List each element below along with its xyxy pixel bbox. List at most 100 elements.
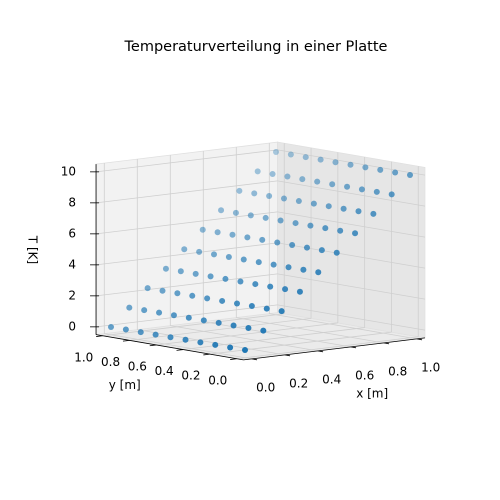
point [296, 288, 303, 295]
z-tick-label: 8 [68, 195, 76, 209]
point [212, 341, 219, 348]
grid-line [96, 242, 278, 266]
grid-line [209, 331, 392, 355]
point [262, 214, 269, 221]
y-axis-label: y [m] [109, 378, 141, 392]
point [167, 334, 174, 341]
y-tick-label: 1.0 [74, 350, 93, 364]
point [240, 256, 247, 263]
y-tick-label: 0.2 [181, 369, 200, 383]
point [388, 191, 395, 198]
point [260, 327, 267, 334]
point [229, 231, 236, 238]
point [314, 178, 321, 185]
point [251, 190, 258, 197]
x-axis-label: x [m] [356, 386, 388, 400]
point [252, 281, 259, 288]
point [270, 261, 277, 268]
grid-line [277, 180, 426, 207]
point [185, 314, 192, 321]
point [222, 275, 229, 282]
point [340, 205, 347, 212]
y-tick-label: 0.4 [155, 364, 174, 378]
point [211, 251, 218, 258]
point [122, 326, 129, 333]
point [277, 217, 284, 224]
point [162, 265, 169, 272]
point [137, 329, 144, 336]
point [144, 285, 151, 292]
point [204, 295, 211, 302]
point [225, 253, 232, 260]
point [285, 264, 292, 271]
point [392, 169, 399, 176]
point [152, 331, 159, 338]
x-tick-label: 0.2 [289, 376, 308, 390]
point [255, 259, 262, 266]
y-tick-label: 0.8 [101, 355, 120, 369]
point [126, 304, 133, 311]
z-tick-label: 0 [68, 319, 76, 333]
point [317, 156, 324, 163]
point [254, 168, 261, 175]
point [282, 286, 289, 293]
point [274, 239, 281, 246]
point [267, 283, 274, 290]
point [362, 164, 369, 171]
point [192, 270, 199, 277]
point [215, 319, 222, 326]
point [245, 325, 252, 332]
grid-line [277, 242, 426, 269]
point [242, 347, 248, 353]
point [196, 248, 203, 255]
z-tick-label: 6 [68, 226, 76, 240]
x-tick-label: 0.4 [322, 372, 341, 386]
point [207, 273, 214, 280]
point [315, 269, 322, 276]
point [289, 242, 296, 249]
grid-line [104, 333, 252, 360]
point [337, 227, 344, 234]
point [280, 195, 287, 202]
grid-line [96, 180, 278, 204]
point [197, 339, 204, 346]
point [284, 173, 291, 180]
point [248, 303, 255, 310]
point [307, 222, 314, 229]
point [263, 305, 270, 312]
grid-line [236, 317, 384, 344]
point [219, 297, 226, 304]
y-axis-line [95, 334, 244, 361]
point [199, 226, 206, 233]
point [273, 149, 279, 155]
point [370, 210, 377, 217]
grid-line [203, 321, 351, 348]
point [358, 186, 365, 193]
x-axis-line [243, 337, 425, 361]
x-tick-label: 0.6 [355, 368, 374, 382]
point [181, 246, 188, 253]
point [352, 230, 359, 237]
point [218, 207, 225, 214]
grid-line [129, 317, 312, 341]
grid-line [236, 336, 419, 360]
point [108, 324, 114, 330]
z-axis-label: T [K] [26, 235, 40, 264]
z-tick-label: 4 [68, 257, 76, 271]
point [230, 322, 237, 329]
chart-title: Temperaturverteilung in einer Platte [124, 39, 388, 55]
point [333, 249, 340, 256]
point [329, 181, 336, 188]
side-pane [277, 141, 426, 339]
point [299, 176, 306, 183]
x-tick-label: 0.0 [256, 380, 275, 394]
point [332, 159, 339, 166]
point [141, 307, 148, 314]
grid-line [277, 273, 426, 300]
point [344, 183, 351, 190]
point [303, 244, 310, 251]
point [159, 287, 166, 294]
grid-line [96, 273, 278, 297]
point [377, 166, 384, 173]
